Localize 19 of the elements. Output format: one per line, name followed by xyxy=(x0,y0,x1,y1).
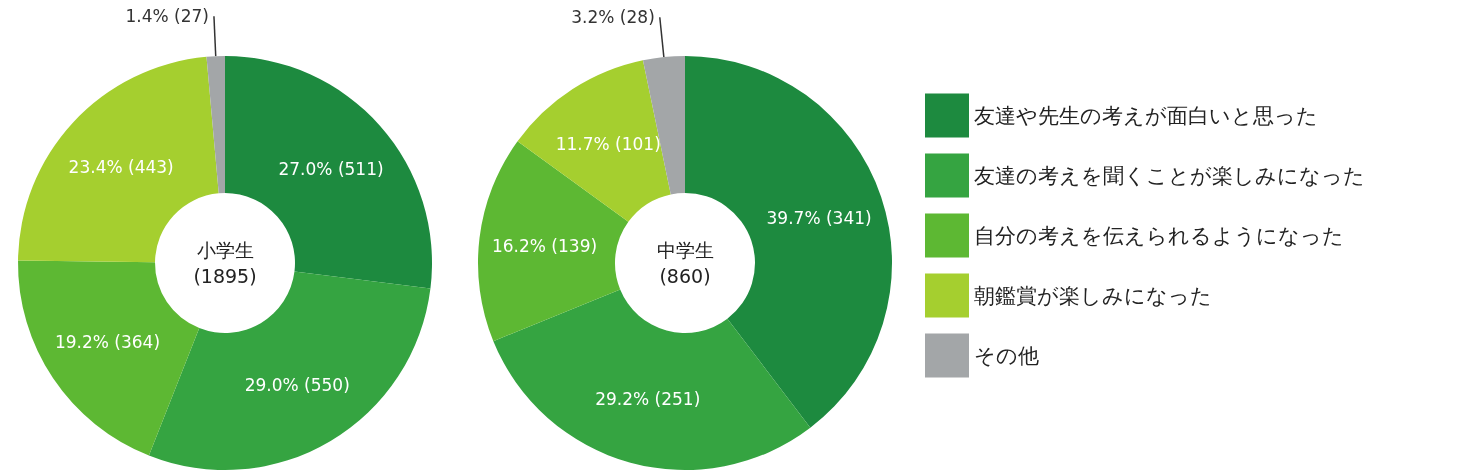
data-label: 19.2% (364) xyxy=(54,331,161,352)
legend-label: その他 xyxy=(974,343,1039,368)
data-label: 39.7% (341) xyxy=(766,207,872,228)
legend-label: 自分の考えを伝えられるようになった xyxy=(974,223,1344,248)
data-label: 29.0% (550) xyxy=(244,374,350,395)
legend-label: 友達の考えを聞くことが楽しみになった xyxy=(974,163,1365,188)
text: (1895) xyxy=(193,265,257,287)
data-label: 11.7% (101) xyxy=(555,134,661,155)
text: 小学生 xyxy=(196,239,254,261)
text: (860) xyxy=(659,265,711,287)
legend-label: 友達や先生の考えが面白いと思った xyxy=(974,103,1318,128)
data-label: 3.2% (28) xyxy=(571,7,655,28)
data-label: 23.4% (443) xyxy=(68,156,174,177)
data-label: 27.0% (511) xyxy=(278,159,384,180)
legend-label: 朝鑑賞が楽しみになった xyxy=(974,283,1212,308)
data-label: 16.2% (139) xyxy=(491,235,598,256)
text: 中学生 xyxy=(656,239,714,261)
data-label: 29.2% (251) xyxy=(595,389,701,410)
data-label: 1.4% (27) xyxy=(125,6,209,27)
